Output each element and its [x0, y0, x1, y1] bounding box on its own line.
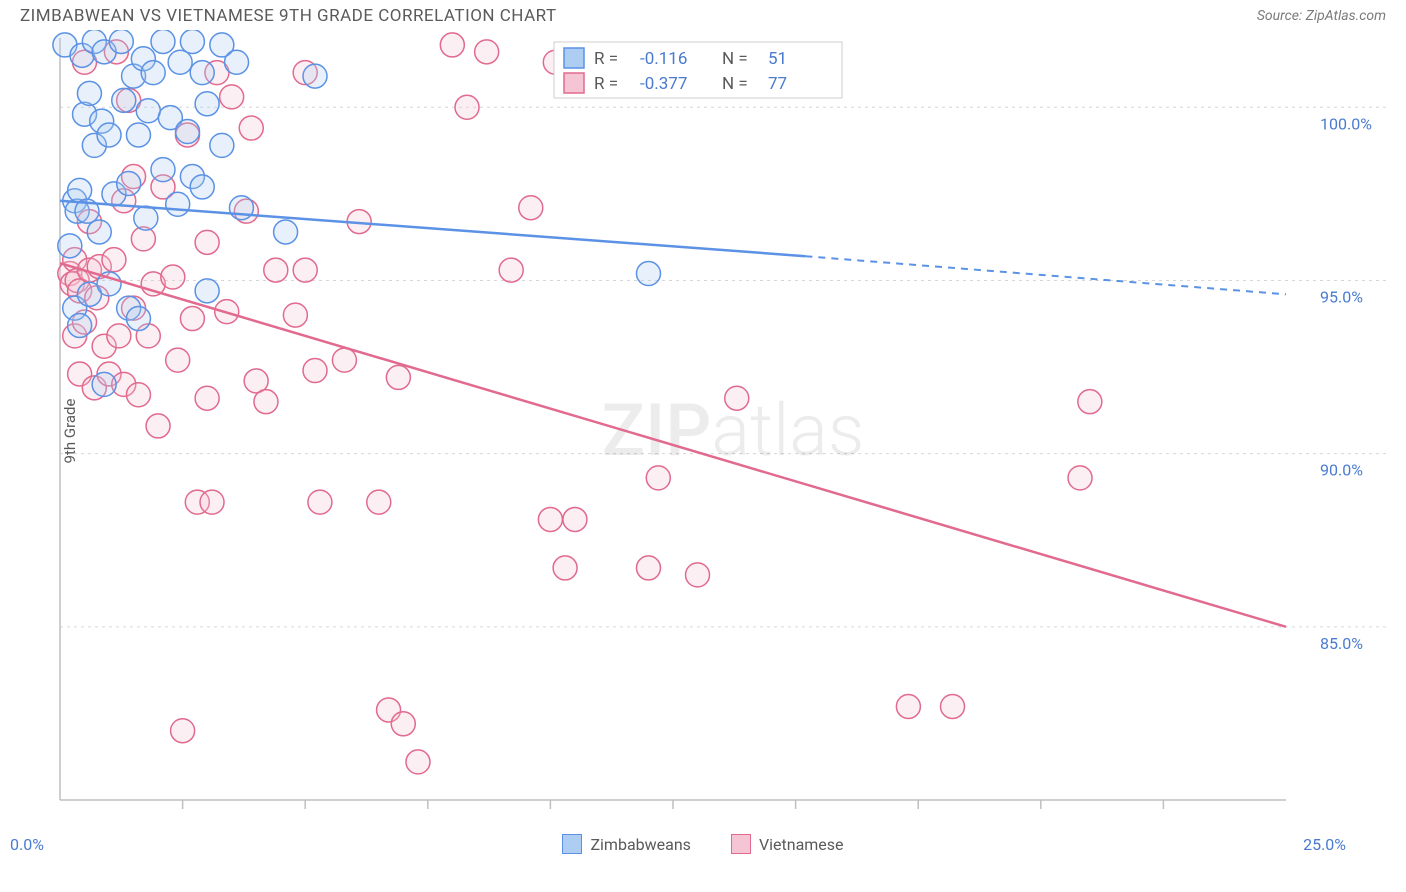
legend-item-vietnamese: Vietnamese	[731, 834, 844, 854]
svg-text:90.0%: 90.0%	[1320, 461, 1363, 480]
swatch-zimbabweans	[562, 834, 582, 854]
svg-text:95.0%: 95.0%	[1320, 287, 1363, 306]
legend-item-zimbabweans: Zimbabweans	[562, 834, 690, 854]
svg-text:R =: R =	[594, 49, 618, 69]
svg-text:100.0%: 100.0%	[1320, 114, 1372, 133]
svg-text:51: 51	[768, 49, 787, 69]
source-attribution: Source: ZipAtlas.com	[1257, 8, 1386, 24]
svg-text:R =: R =	[594, 74, 618, 94]
svg-text:N =: N =	[722, 74, 748, 94]
correlation-scatter-chart: 85.0%90.0%95.0%100.0%ZIPatlasR =-0.116N …	[52, 30, 1396, 832]
svg-text:N =: N =	[722, 49, 748, 69]
y-axis-label: 9th Grade	[61, 399, 79, 464]
legend-label-vietnamese: Vietnamese	[759, 835, 844, 854]
bottom-legend: 0.0% Zimbabweans Vietnamese 25.0%	[0, 832, 1406, 854]
svg-text:85.0%: 85.0%	[1320, 634, 1363, 653]
chart-title: ZIMBABWEAN VS VIETNAMESE 9TH GRADE CORRE…	[20, 6, 557, 26]
legend-label-zimbabweans: Zimbabweans	[590, 835, 690, 854]
svg-text:77: 77	[768, 74, 787, 94]
svg-text:-0.377: -0.377	[640, 74, 687, 94]
svg-text:-0.116: -0.116	[640, 49, 687, 69]
x-axis-min-label: 0.0%	[10, 835, 44, 854]
x-axis-max-label: 25.0%	[1303, 835, 1346, 854]
swatch-vietnamese	[731, 834, 751, 854]
